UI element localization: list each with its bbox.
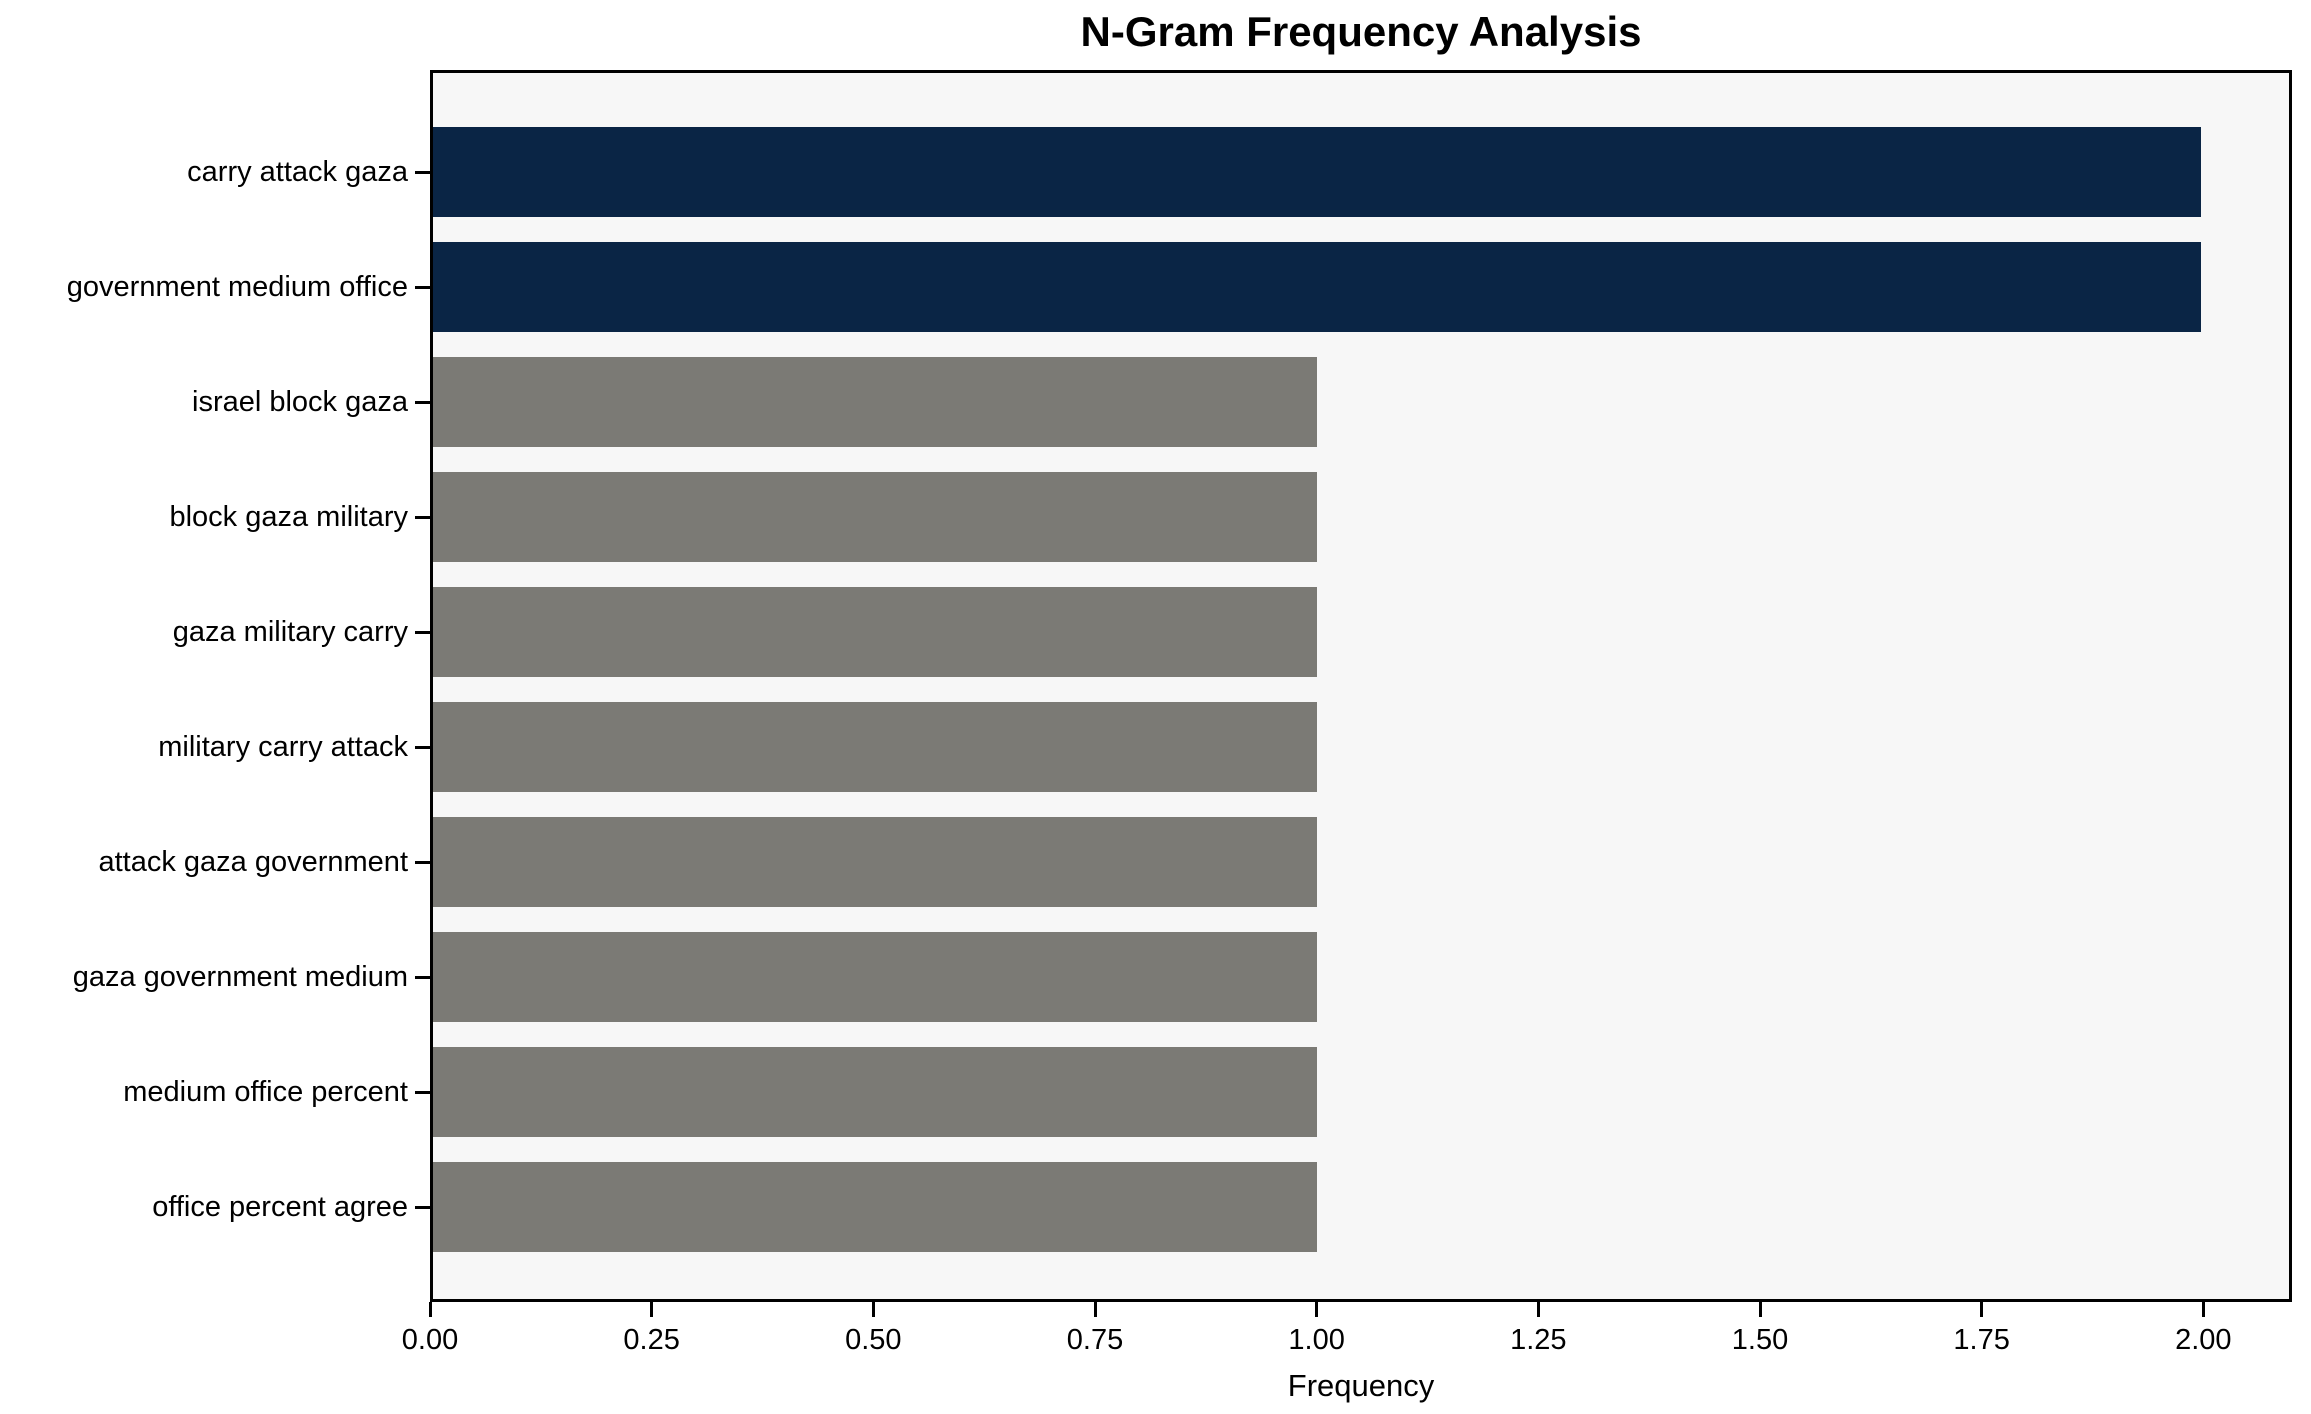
y-tick-mark [415, 516, 430, 519]
bar [433, 587, 1317, 677]
x-tick-mark [650, 1302, 654, 1317]
y-tick-label: government medium office [66, 271, 408, 303]
x-tick-label: 1.00 [1288, 1324, 1345, 1356]
y-tick-label: office percent agree [152, 1191, 408, 1223]
y-tick-mark [415, 746, 430, 749]
y-tick-label: carry attack gaza [187, 156, 408, 188]
y-tick-label: medium office percent [123, 1076, 408, 1108]
x-tick-mark [2201, 1302, 2205, 1317]
x-tick-label: 2.00 [2175, 1324, 2232, 1356]
x-tick-label: 1.25 [1510, 1324, 1567, 1356]
y-tick-label: military carry attack [158, 731, 408, 763]
x-tick-mark [1093, 1302, 1097, 1317]
x-tick-label: 0.75 [1066, 1324, 1124, 1356]
y-tick-mark [415, 1091, 430, 1094]
x-tick-label: 0.25 [623, 1324, 680, 1356]
x-tick-label: 1.75 [1953, 1324, 2010, 1356]
y-tick-mark [415, 976, 430, 979]
x-tick-mark [1980, 1302, 1984, 1317]
x-tick-label: 1.50 [1731, 1324, 1789, 1356]
bar [433, 127, 2201, 217]
bar [433, 1047, 1317, 1137]
bar [433, 242, 2201, 332]
x-tick-mark [1758, 1302, 1762, 1317]
y-tick-label: israel block gaza [192, 386, 408, 418]
bars-container [433, 73, 2289, 1299]
bar [433, 472, 1317, 562]
y-tick-mark [415, 631, 430, 634]
x-tick-label: 0.50 [845, 1324, 902, 1356]
y-tick-label: block gaza military [169, 501, 408, 533]
bar [433, 357, 1317, 447]
y-tick-label: attack gaza government [98, 846, 408, 878]
x-tick-mark [428, 1302, 432, 1317]
y-tick-mark [415, 401, 430, 404]
x-axis-label: Frequency [1287, 1368, 1435, 1403]
x-tick-mark [1536, 1302, 1540, 1317]
x-tick-mark [871, 1302, 875, 1317]
y-tick-mark [415, 171, 430, 174]
x-tick-label: 0.00 [401, 1324, 459, 1356]
x-tick-mark [1315, 1302, 1319, 1317]
y-tick-mark [415, 286, 430, 289]
y-tick-mark [415, 861, 430, 864]
bar [433, 817, 1317, 907]
plot-area [430, 70, 2292, 1302]
y-tick-mark [415, 1206, 430, 1209]
chart-title: N-Gram Frequency Analysis [1080, 8, 1642, 55]
bar [433, 702, 1317, 792]
bar [433, 932, 1317, 1022]
y-tick-label: gaza military carry [172, 616, 408, 648]
bar [433, 1162, 1317, 1252]
y-tick-label: gaza government medium [72, 961, 408, 993]
